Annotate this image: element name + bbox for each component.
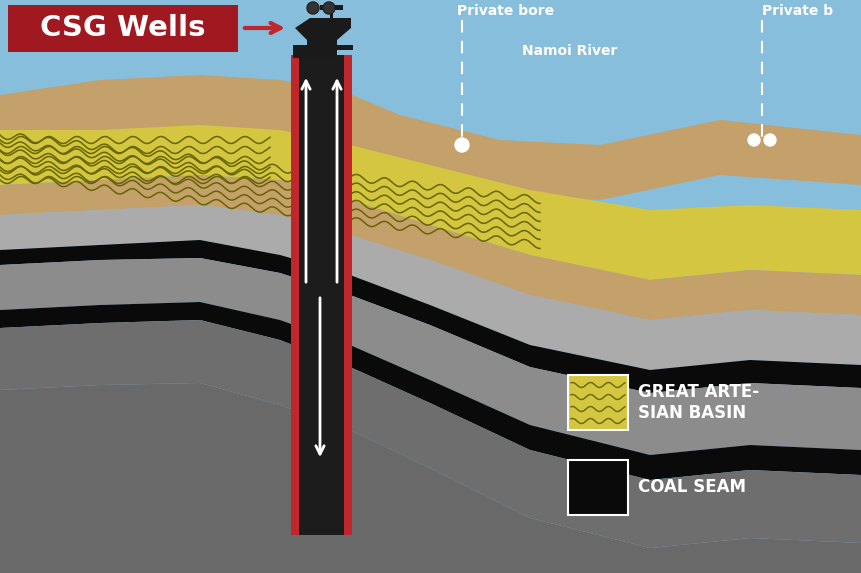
- Polygon shape: [0, 258, 861, 455]
- Polygon shape: [0, 320, 861, 548]
- FancyBboxPatch shape: [568, 460, 628, 515]
- FancyBboxPatch shape: [568, 375, 628, 430]
- Polygon shape: [291, 523, 352, 535]
- Polygon shape: [0, 175, 861, 320]
- Circle shape: [764, 134, 776, 146]
- Circle shape: [455, 138, 469, 152]
- Polygon shape: [0, 383, 861, 573]
- FancyBboxPatch shape: [8, 5, 238, 52]
- Polygon shape: [344, 55, 352, 535]
- Text: GREAT ARTE-
SIAN BASIN: GREAT ARTE- SIAN BASIN: [638, 383, 759, 422]
- Polygon shape: [0, 240, 861, 393]
- Polygon shape: [291, 55, 299, 535]
- Circle shape: [324, 3, 334, 13]
- Text: COAL SEAM: COAL SEAM: [638, 478, 746, 496]
- Polygon shape: [0, 0, 861, 175]
- Circle shape: [748, 134, 760, 146]
- Text: Private bore: Private bore: [457, 4, 554, 18]
- Polygon shape: [0, 75, 861, 200]
- Text: Namoi River: Namoi River: [522, 44, 617, 58]
- Polygon shape: [299, 55, 344, 535]
- Circle shape: [307, 2, 319, 14]
- Polygon shape: [0, 125, 861, 280]
- Circle shape: [308, 3, 318, 13]
- Polygon shape: [0, 302, 861, 480]
- Polygon shape: [0, 205, 861, 370]
- Text: Private b: Private b: [762, 4, 833, 18]
- Circle shape: [323, 2, 335, 14]
- Text: CSG Wells: CSG Wells: [40, 14, 206, 42]
- Polygon shape: [293, 5, 353, 58]
